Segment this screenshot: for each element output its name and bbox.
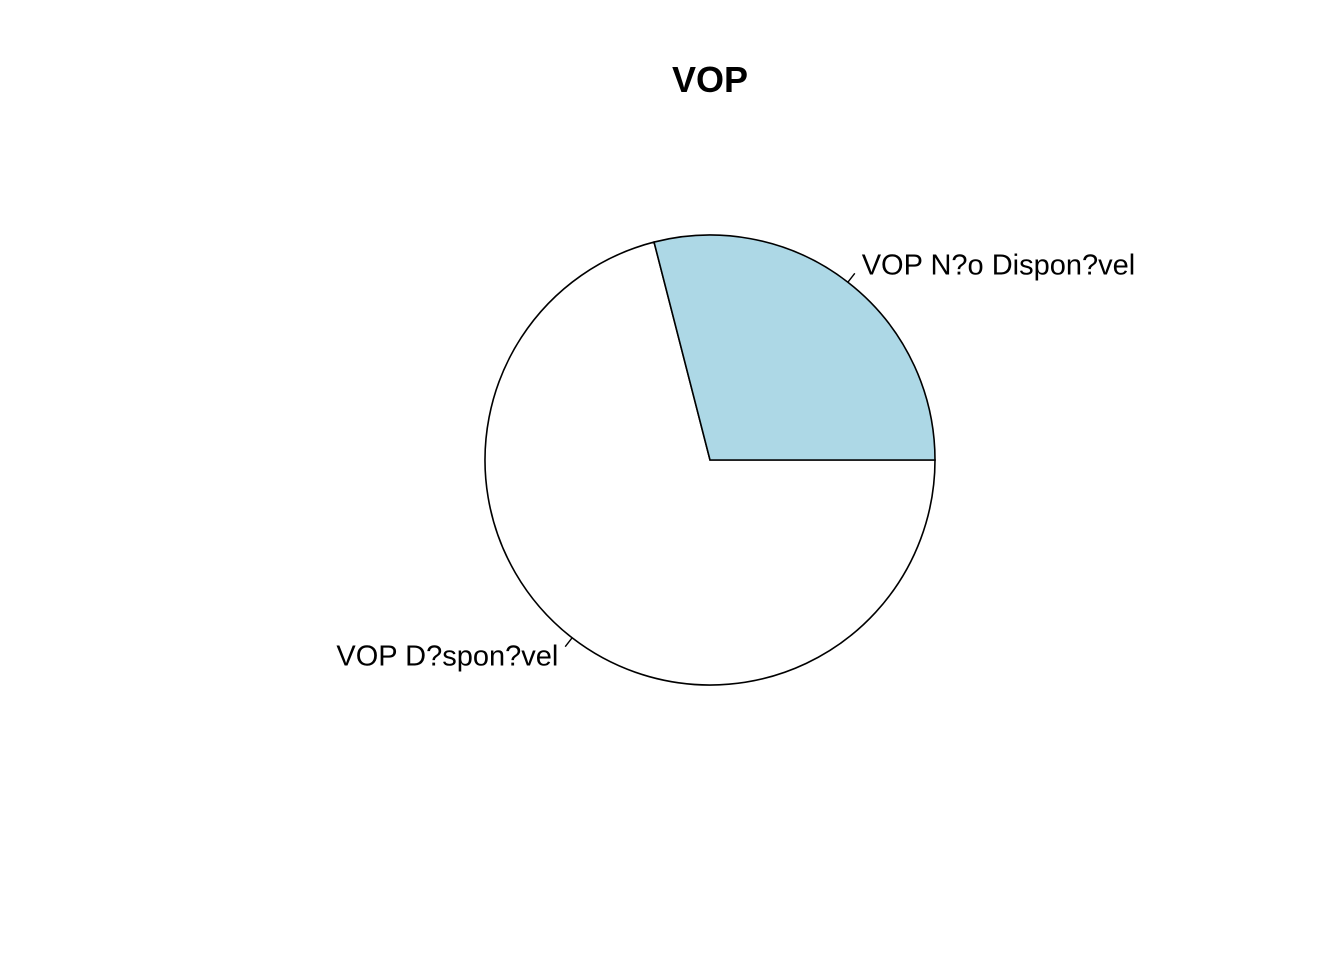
pie-slice-label: VOP D?spon?vel <box>336 641 558 673</box>
pie-slice <box>653 234 936 461</box>
pie-label-tick <box>847 272 856 283</box>
pie-labels: VOP D?spon?vel VOP N?o Dispon?vel <box>336 249 1135 672</box>
chart-title: VOP <box>672 59 748 100</box>
pie-slices <box>484 234 936 686</box>
pie-label-tick <box>564 637 573 648</box>
pie-slice-label: VOP N?o Dispon?vel <box>862 249 1136 281</box>
pie-slice <box>484 241 936 686</box>
